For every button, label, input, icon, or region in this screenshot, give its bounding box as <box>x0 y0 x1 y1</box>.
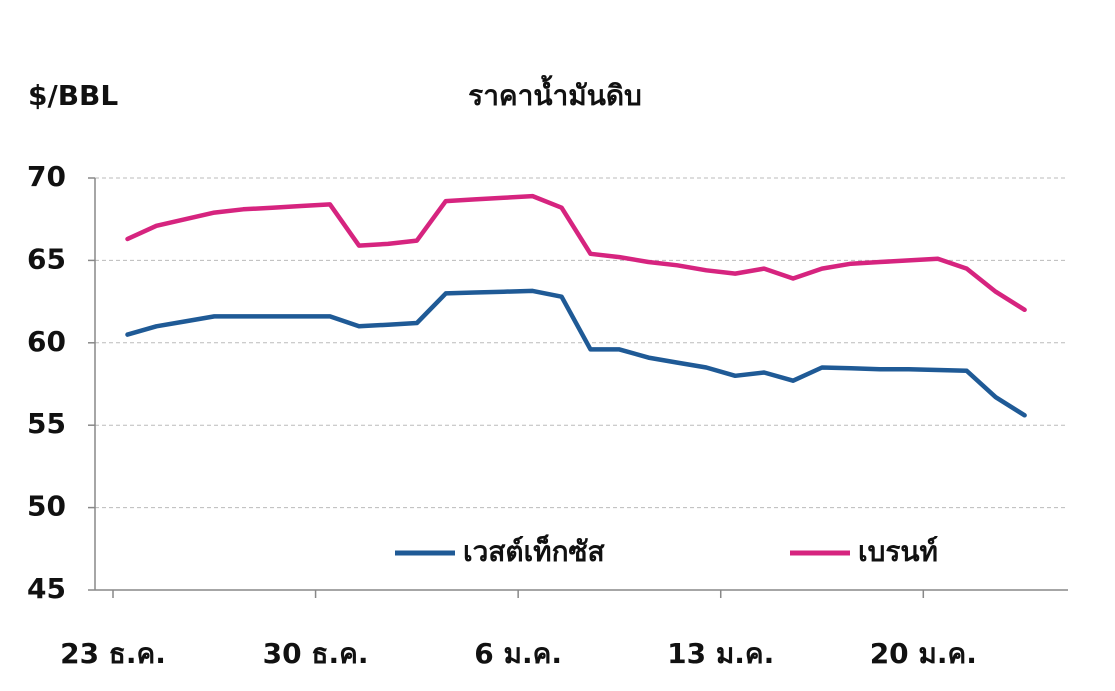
x-tick-label: 30 ธ.ค. <box>263 637 369 670</box>
y-tick-label: 70 <box>27 160 66 193</box>
y-tick-label: 65 <box>27 242 66 275</box>
x-tick-label: 20 ม.ค. <box>870 637 977 670</box>
x-tick-label: 13 ม.ค. <box>667 637 774 670</box>
series-line <box>125 193 1027 313</box>
x-tick-label: 6 ม.ค. <box>474 637 562 670</box>
legend-label: เบรนท์ <box>858 535 938 568</box>
y-tick-label: 55 <box>27 407 66 440</box>
x-tick-label: 23 ธ.ค. <box>60 637 166 670</box>
y-tick-label: 60 <box>27 325 66 358</box>
legend-label: เวสต์เท็กซัส <box>463 534 606 568</box>
chart-title: ราคาน้ำมันดิบ <box>468 74 642 112</box>
y-tick-label: 45 <box>27 572 66 605</box>
y-axis-label: $/BBL <box>28 79 118 112</box>
series-line <box>125 288 1027 418</box>
y-tick-label: 50 <box>27 490 66 523</box>
